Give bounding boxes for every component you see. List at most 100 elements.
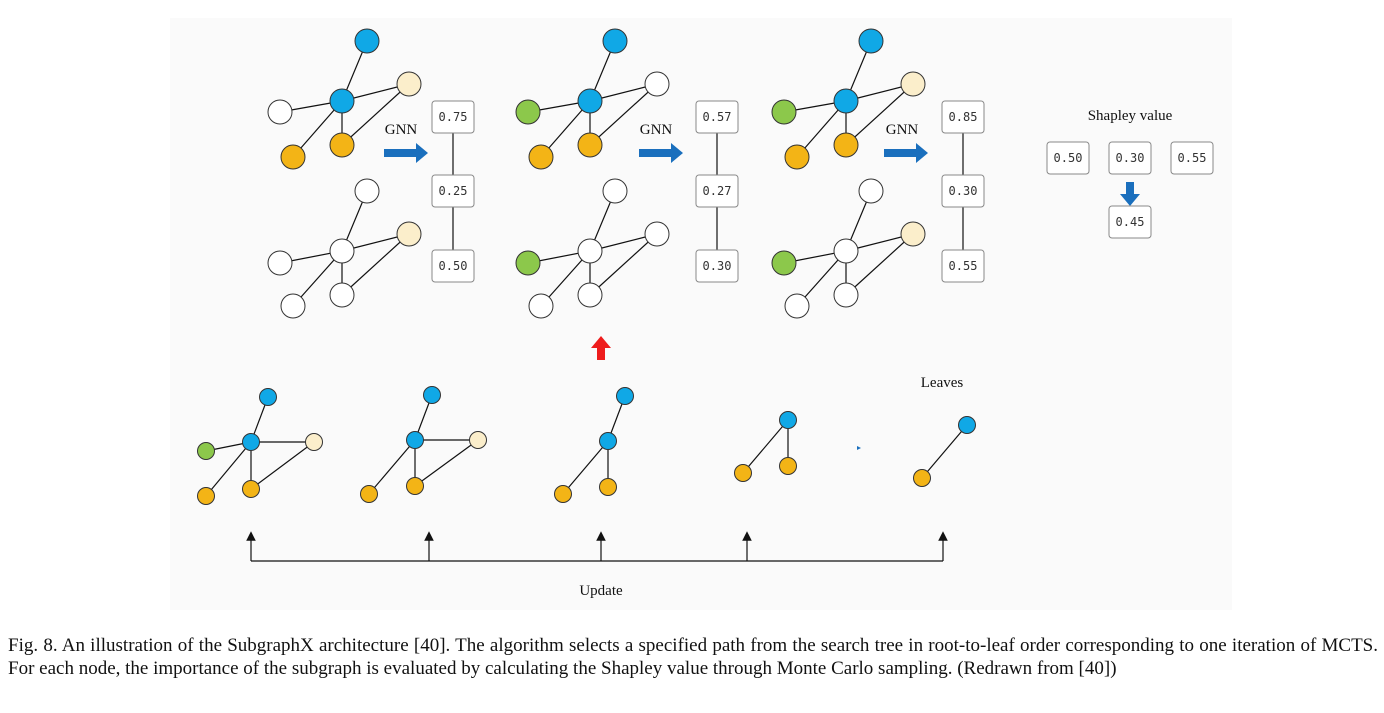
graph-node — [779, 457, 797, 475]
path-subgraph-3 — [554, 387, 634, 503]
value-box-text: 0.50 — [439, 259, 468, 273]
graph-node — [396, 71, 422, 97]
graph-node — [406, 477, 424, 495]
figure-caption: Fig. 8. An illustration of the SubgraphX… — [8, 635, 1378, 679]
graph-node — [602, 28, 628, 54]
graph-node — [833, 238, 859, 264]
graph-node — [242, 480, 260, 498]
stage-1-value-box: 0.25 — [431, 174, 475, 208]
graph-node — [833, 282, 859, 308]
graph-node — [528, 144, 554, 170]
graph-node — [833, 132, 859, 158]
graph-node — [423, 386, 441, 404]
graph-node — [644, 221, 670, 247]
subgraphx-diagram: 0.75 0.25 0.50 0.57 0.27 0.30 0.85 0.30 0.55 0.50… — [197, 28, 1214, 599]
lower-subgraph — [771, 178, 926, 319]
graph-node — [259, 388, 277, 406]
graph-node — [267, 250, 293, 276]
subgraphx-figure: 0.75 0.25 0.50 0.57 0.27 0.30 0.85 0.30 0.55 0.50… — [197, 28, 1214, 599]
graph-node — [469, 431, 487, 449]
upper-subgraph — [515, 28, 670, 170]
graph-node — [396, 221, 422, 247]
graph-node — [406, 431, 424, 449]
shapley-input-box: 0.30 — [1108, 141, 1152, 175]
graph-node — [197, 487, 215, 505]
value-box-frame — [1170, 141, 1214, 175]
graph-node — [329, 282, 355, 308]
leaf-subgraph — [913, 416, 976, 487]
upper-subgraph — [771, 28, 926, 170]
graph-node — [329, 88, 355, 114]
leaves-label: Leaves — [921, 375, 964, 391]
value-box-text: 0.30 — [949, 184, 978, 198]
stage-3-value-box: 0.30 — [941, 174, 985, 208]
graph-node — [771, 99, 797, 125]
arrows-layer — [246, 143, 1140, 562]
graph-node — [242, 433, 260, 451]
graph-node — [354, 178, 380, 204]
graph-node — [360, 485, 378, 503]
value-box-text: 0.55 — [949, 259, 978, 273]
graph-edge — [250, 441, 315, 490]
graph-node — [958, 416, 976, 434]
graph-edge — [742, 419, 789, 474]
graph-node — [577, 132, 603, 158]
value-box-text: 0.55 — [1178, 151, 1207, 165]
value-box-frame — [941, 174, 985, 208]
graph-node — [515, 99, 541, 125]
graph-node — [602, 178, 628, 204]
graph-node — [784, 293, 810, 319]
value-box-frame — [941, 249, 985, 283]
stage-2-value-box: 0.30 — [695, 249, 739, 283]
graph-node — [858, 28, 884, 54]
graph-node — [197, 442, 215, 460]
graph-node — [779, 411, 797, 429]
value-box-frame — [1108, 141, 1152, 175]
value-box-text: 0.57 — [703, 110, 732, 124]
gnn-arrow-1 — [384, 143, 428, 163]
value-box-frame — [695, 174, 739, 208]
lower-subgraph — [267, 178, 422, 319]
graph-node — [599, 432, 617, 450]
value-box-frame — [695, 249, 739, 283]
graph-edge — [589, 83, 658, 146]
graph-node — [900, 71, 926, 97]
value-boxes-layer: 0.75 0.25 0.50 0.57 0.27 0.30 0.85 0.30 0.55 0.50… — [431, 100, 1214, 283]
graph-node — [900, 221, 926, 247]
value-box-text: 0.45 — [1116, 215, 1145, 229]
graph-edge — [845, 233, 914, 296]
graph-edge — [589, 233, 658, 296]
value-box-text: 0.27 — [703, 184, 732, 198]
graph-node — [528, 293, 554, 319]
graph-node — [734, 464, 752, 482]
stray-mark — [857, 446, 861, 450]
graph-node — [913, 469, 931, 487]
graph-node — [858, 178, 884, 204]
update-label: Update — [579, 583, 623, 599]
gnn-arrow-2 — [639, 143, 683, 163]
graph-node — [329, 132, 355, 158]
value-box-text: 0.25 — [439, 184, 468, 198]
stage-1-value-box: 0.50 — [431, 249, 475, 283]
value-box-frame — [695, 100, 739, 134]
gnn-label-2: GNN — [640, 122, 673, 138]
value-box-text: 0.75 — [439, 110, 468, 124]
selected-path-arrow — [591, 336, 611, 360]
graph-node — [599, 478, 617, 496]
stage-3-value-box: 0.85 — [941, 100, 985, 134]
graph-node — [305, 433, 323, 451]
gnn-arrow-3 — [884, 143, 928, 163]
path-subgraph-1 — [197, 388, 323, 505]
value-box-text: 0.30 — [1116, 151, 1145, 165]
graph-edge — [845, 83, 914, 146]
graph-node — [577, 88, 603, 114]
path-subgraph-4 — [734, 411, 797, 482]
value-box-frame — [1046, 141, 1090, 175]
value-box-frame — [1108, 205, 1152, 239]
graph-node — [515, 250, 541, 276]
graph-edge — [341, 233, 410, 296]
graph-edge — [368, 439, 416, 495]
graph-edge — [921, 424, 968, 479]
graph-edge — [414, 439, 479, 487]
graph-node — [644, 71, 670, 97]
